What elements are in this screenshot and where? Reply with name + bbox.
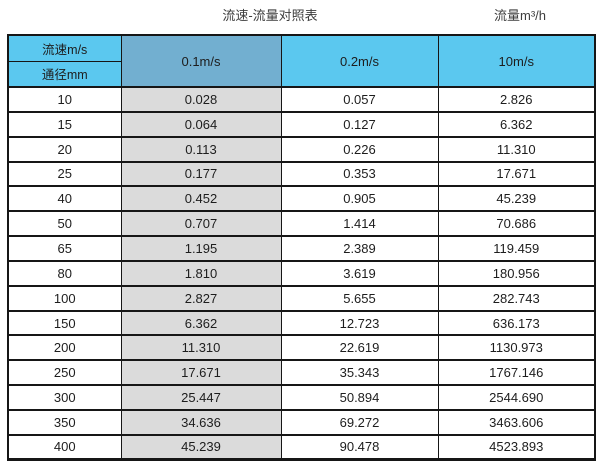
flow-unit-title: 流量m³/h	[493, 8, 547, 23]
diameter-cell: 250	[7, 359, 122, 387]
diameter-cell: 350	[7, 408, 122, 436]
diameter-cell: 50	[7, 210, 122, 238]
table-row: 50 0.707 1.414 70.686	[7, 210, 596, 238]
table-row: 65 1.195 2.389 119.459	[7, 235, 596, 262]
diameter-cell: 65	[7, 235, 122, 262]
flow-value-cell: 1.414	[280, 210, 439, 238]
flow-value-cell: 3463.606	[437, 408, 596, 436]
diameter-cell: 40	[7, 185, 122, 213]
diameter-cell: 300	[7, 384, 122, 411]
table-row: 100 2.827 5.655 282.743	[7, 284, 596, 312]
header-velocity-0-1: 0.1m/s	[120, 34, 282, 88]
flow-value-cell: 69.272	[280, 408, 439, 436]
flow-value-cell: 50.894	[280, 384, 439, 411]
table-row: 10 0.028 0.057 2.826	[7, 86, 596, 113]
flow-value-cell: 0.057	[280, 86, 439, 113]
table-row: 250 17.671 35.343 1767.146	[7, 359, 596, 387]
header-row-top: 流速m/s 0.1m/s 0.2m/s 10m/s	[7, 34, 596, 88]
flow-value-cell: 11.310	[120, 334, 282, 362]
flow-value-cell: 0.177	[120, 160, 282, 188]
flow-value-cell: 6.362	[120, 309, 282, 337]
flow-value-cell: 0.064	[120, 110, 282, 138]
flow-value-cell: 70.686	[437, 210, 596, 238]
flow-value-cell: 17.671	[437, 160, 596, 188]
flow-rate-table: 流速m/s 0.1m/s 0.2m/s 10m/s 通径mm 10 0.028 0.…	[7, 34, 596, 462]
flow-value-cell: 2.827	[120, 284, 282, 312]
table-row: 150 6.362 12.723 636.173	[7, 309, 596, 337]
flow-value-cell: 282.743	[437, 284, 596, 312]
flow-value-cell: 2.826	[437, 86, 596, 113]
table-row: 80 1.810 3.619 180.956	[7, 259, 596, 287]
diameter-cell: 400	[7, 433, 122, 461]
flow-value-cell: 0.127	[280, 110, 439, 138]
flow-value-cell: 1.810	[120, 259, 282, 287]
flow-value-cell: 1.195	[120, 235, 282, 262]
header-velocity-label: 流速m/s	[7, 34, 122, 62]
table-row: 400 45.239 90.478 4523.893	[7, 433, 596, 461]
page-title: 流速-流量对照表	[222, 8, 318, 23]
flow-value-cell: 0.707	[120, 210, 282, 238]
flow-value-cell: 2.389	[280, 235, 439, 262]
flow-value-cell: 25.447	[120, 384, 282, 411]
header-diameter-label: 通径mm	[7, 60, 122, 88]
header-row-bottom: 通径mm	[7, 60, 595, 88]
flow-value-cell: 0.113	[120, 135, 282, 163]
flow-value-cell: 5.655	[280, 284, 439, 312]
diameter-cell: 200	[7, 334, 122, 362]
flow-value-cell: 0.353	[280, 160, 439, 188]
flow-value-cell: 119.459	[437, 235, 596, 262]
flow-value-cell: 2544.690	[437, 384, 596, 411]
diameter-cell: 80	[7, 259, 122, 287]
flow-value-cell: 6.362	[437, 110, 596, 138]
table-row: 350 34.636 69.272 3463.606	[7, 408, 596, 436]
flow-value-cell: 3.619	[280, 259, 439, 287]
diameter-cell: 15	[7, 110, 122, 138]
flow-value-cell: 45.239	[120, 433, 282, 461]
flow-value-cell: 34.636	[120, 408, 282, 436]
flow-value-cell: 22.619	[280, 334, 439, 362]
flow-value-cell: 0.905	[280, 185, 439, 213]
table-row: 200 11.310 22.619 1130.973	[7, 334, 596, 362]
flow-value-cell: 0.226	[280, 135, 439, 163]
flow-value-cell: 4523.893	[437, 433, 596, 461]
header-velocity-0-2: 0.2m/s	[280, 34, 439, 88]
flow-value-cell: 180.956	[437, 259, 596, 287]
flow-value-cell: 17.671	[120, 359, 282, 387]
flow-value-cell: 0.452	[120, 185, 282, 213]
table-row: 20 0.113 0.226 11.310	[7, 135, 596, 163]
diameter-cell: 100	[7, 284, 122, 312]
flow-value-cell: 12.723	[280, 309, 439, 337]
flow-value-cell: 11.310	[437, 135, 596, 163]
flow-value-cell: 90.478	[280, 433, 439, 461]
diameter-cell: 10	[7, 86, 122, 113]
header-velocity-10: 10m/s	[437, 34, 596, 88]
table-row: 25 0.177 0.353 17.671	[7, 160, 596, 188]
flow-value-cell: 45.239	[437, 185, 596, 213]
table-body: 10 0.028 0.057 2.826 15 0.064 0.127 6.362 20 0.11…	[7, 86, 596, 461]
flow-value-cell: 0.028	[120, 86, 282, 113]
table-row: 300 25.447 50.894 2544.690	[7, 384, 596, 411]
flow-value-cell: 1130.973	[437, 334, 596, 362]
diameter-cell: 150	[7, 309, 122, 337]
flow-value-cell: 35.343	[280, 359, 439, 387]
diameter-cell: 20	[7, 135, 122, 163]
flow-value-cell: 636.173	[437, 309, 596, 337]
table-header: 流速m/s 0.1m/s 0.2m/s 10m/s 通径mm	[7, 34, 596, 88]
table-row: 40 0.452 0.905 45.239	[7, 185, 596, 213]
table-row: 15 0.064 0.127 6.362	[7, 110, 596, 138]
diameter-cell: 25	[7, 160, 122, 188]
flow-value-cell: 1767.146	[437, 359, 596, 387]
